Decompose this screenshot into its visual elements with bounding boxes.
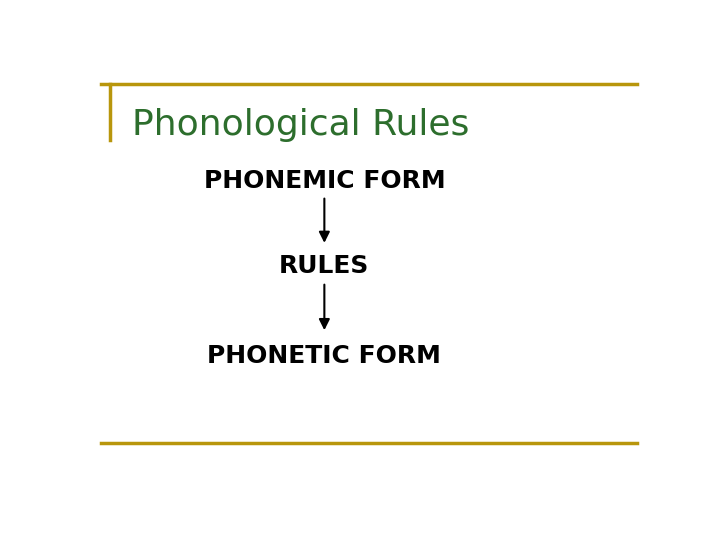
Text: RULES: RULES xyxy=(279,254,369,279)
Text: PHONETIC FORM: PHONETIC FORM xyxy=(207,344,441,368)
Text: PHONEMIC FORM: PHONEMIC FORM xyxy=(204,169,445,193)
Text: Phonological Rules: Phonological Rules xyxy=(132,109,469,143)
